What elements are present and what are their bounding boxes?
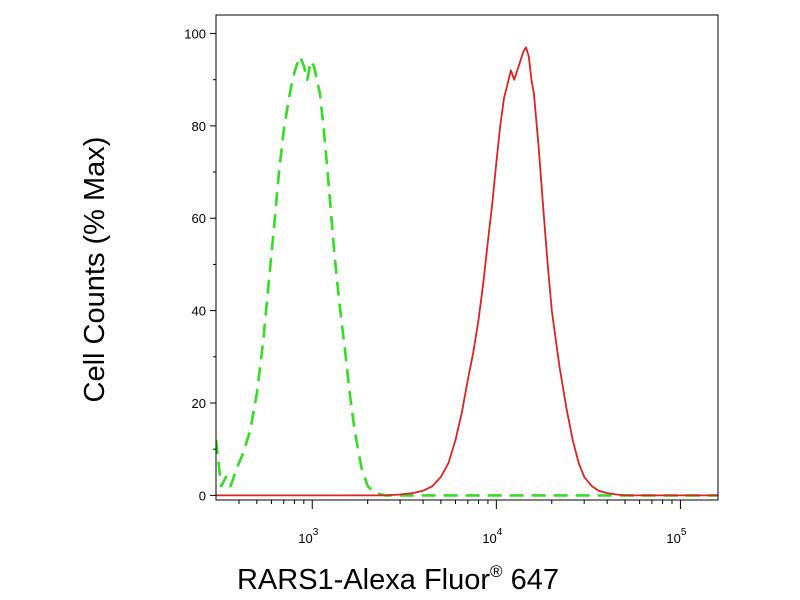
x-axis-title-suffix: 647 — [503, 564, 559, 596]
series-line-dashed-control — [216, 55, 718, 497]
x-axis-title-superscript: ® — [490, 562, 503, 581]
x-tick-label-base: 10 — [666, 531, 680, 546]
axis-ticks — [210, 32, 681, 509]
plot-frame — [215, 14, 719, 501]
series-line-solid-sample — [216, 46, 718, 497]
series-layer — [216, 46, 718, 497]
y-tick-label: 100 — [184, 26, 206, 41]
y-tick-label: 80 — [192, 119, 206, 134]
x-tick-label-base: 10 — [482, 531, 496, 546]
y-tick-label: 60 — [192, 211, 206, 226]
y-tick-label: 0 — [199, 488, 206, 503]
x-tick-label-exponent: 4 — [497, 527, 503, 538]
x-tick-label: 103 — [298, 527, 318, 546]
x-tick-label: 104 — [482, 527, 502, 546]
x-tick-label: 105 — [666, 527, 686, 546]
y-tick-label: 40 — [192, 304, 206, 319]
x-tick-label-exponent: 5 — [681, 527, 687, 538]
x-axis-title: RARS1-Alexa Fluor® 647 — [237, 562, 559, 596]
x-tick-label-exponent: 3 — [313, 527, 319, 538]
y-axis-title: Cell Counts (% Max) — [79, 137, 111, 403]
x-tick-label-base: 10 — [298, 531, 312, 546]
x-axis-title-main: RARS1-Alexa Fluor — [237, 564, 490, 596]
y-tick-label: 20 — [192, 396, 206, 411]
